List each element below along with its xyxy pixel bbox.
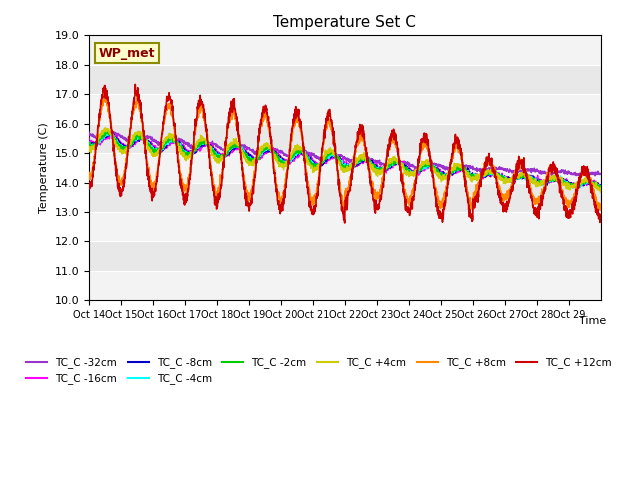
Bar <box>89 212 601 241</box>
Bar <box>89 153 601 182</box>
Text: WP_met: WP_met <box>99 47 156 60</box>
Bar <box>89 271 601 300</box>
Y-axis label: Temperature (C): Temperature (C) <box>39 122 49 213</box>
Title: Temperature Set C: Temperature Set C <box>273 15 416 30</box>
Bar <box>89 94 601 124</box>
Legend: TC_C -32cm, TC_C -16cm, TC_C -8cm, TC_C -4cm, TC_C -2cm, TC_C +4cm, TC_C +8cm, T: TC_C -32cm, TC_C -16cm, TC_C -8cm, TC_C … <box>22 353 616 389</box>
Text: Time: Time <box>579 316 606 326</box>
Bar <box>89 36 601 65</box>
